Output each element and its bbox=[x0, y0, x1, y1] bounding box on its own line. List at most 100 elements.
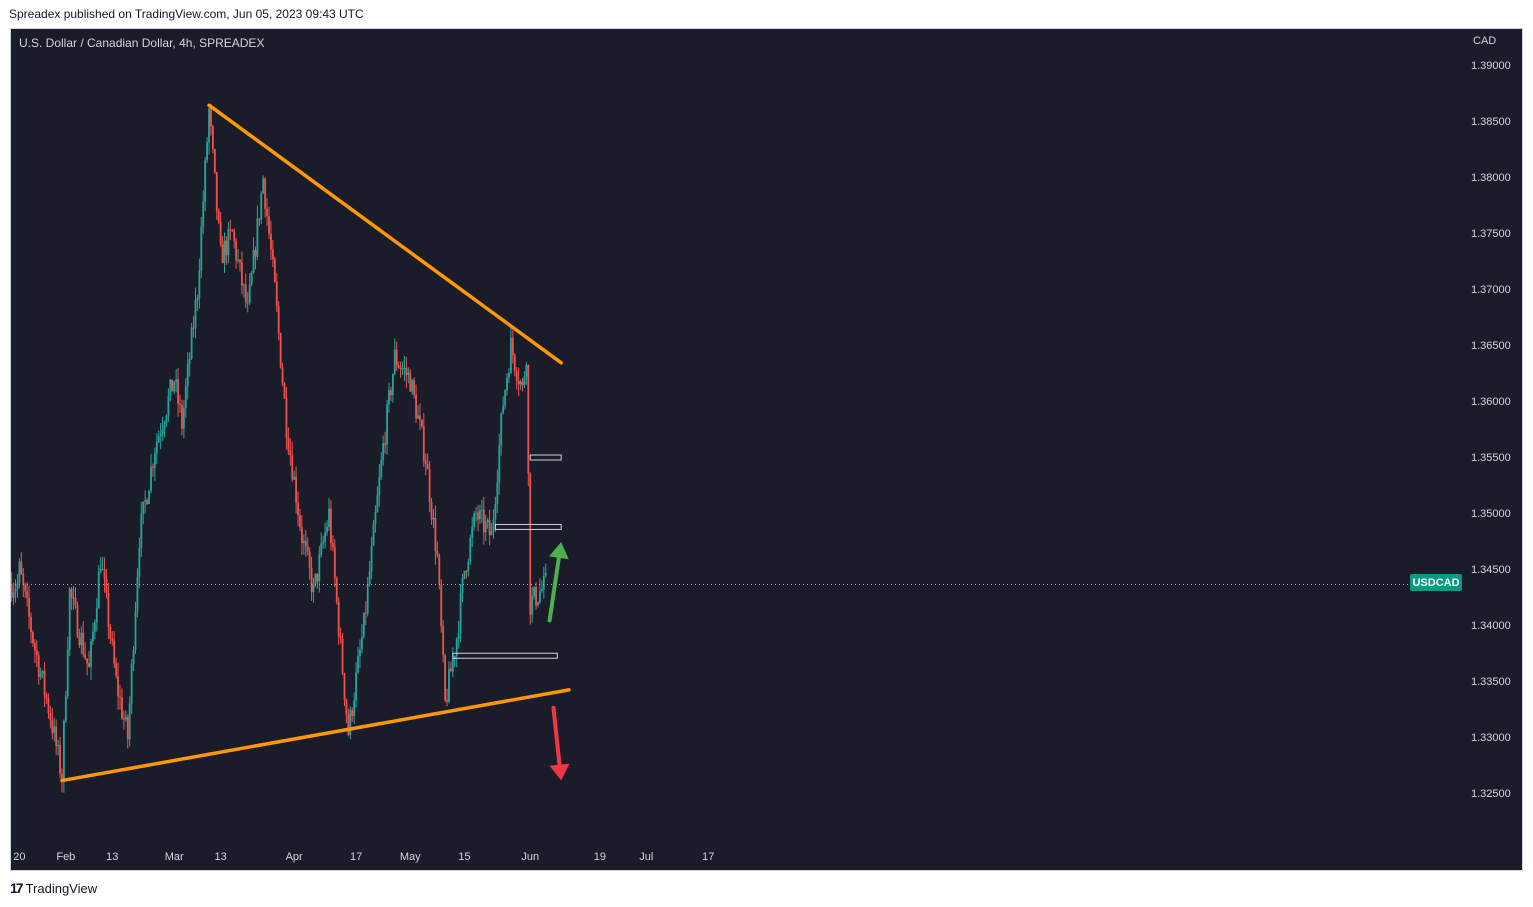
candle-body bbox=[144, 500, 147, 502]
candle-body bbox=[165, 415, 168, 424]
candle-body bbox=[264, 178, 267, 209]
candle-body bbox=[405, 367, 408, 376]
candle-body bbox=[448, 668, 450, 702]
candle-body bbox=[523, 376, 526, 386]
price-plot[interactable] bbox=[11, 29, 1523, 871]
candle-body bbox=[297, 503, 299, 516]
candle-body bbox=[72, 597, 75, 599]
candle-body bbox=[175, 379, 178, 382]
x-tick-label: Feb bbox=[56, 851, 76, 863]
candle-body bbox=[84, 654, 87, 659]
candle-body bbox=[302, 540, 305, 544]
candle-body bbox=[318, 554, 321, 581]
candle-body bbox=[126, 716, 129, 740]
candle-body bbox=[376, 495, 379, 513]
last-price-badge: USDCAD bbox=[1410, 574, 1462, 591]
candle-body bbox=[316, 573, 319, 581]
candle-body bbox=[330, 508, 332, 543]
candle-body bbox=[161, 429, 164, 434]
candle-body bbox=[492, 519, 495, 532]
candle-body bbox=[70, 588, 73, 598]
candle-body bbox=[101, 569, 104, 571]
candle-body bbox=[99, 569, 102, 572]
y-tick-label: 1.36000 bbox=[1471, 396, 1511, 408]
candle-body bbox=[88, 663, 90, 668]
candle-body bbox=[184, 386, 187, 408]
candle-body bbox=[382, 443, 385, 460]
candle-body bbox=[349, 709, 352, 735]
candle-body bbox=[440, 584, 443, 627]
y-tick-label: 1.34500 bbox=[1471, 564, 1511, 576]
candle-body bbox=[80, 632, 83, 645]
candle-body bbox=[92, 631, 94, 642]
symbol-title: U.S. Dollar / Canadian Dollar, 4h, SPREA… bbox=[19, 36, 265, 50]
candle-body bbox=[47, 698, 50, 714]
candle-body bbox=[500, 413, 503, 446]
candle-body bbox=[43, 671, 46, 695]
candle-body bbox=[215, 172, 218, 211]
candle-body bbox=[320, 543, 323, 555]
candle-body bbox=[163, 423, 166, 430]
candle-body bbox=[82, 632, 85, 655]
candle-body bbox=[186, 363, 189, 387]
candle-body bbox=[502, 405, 505, 414]
y-tick-label: 1.38000 bbox=[1471, 172, 1511, 184]
candle-body bbox=[467, 561, 470, 572]
candle-body bbox=[86, 658, 89, 664]
candle-body bbox=[223, 240, 226, 263]
candle-body bbox=[328, 508, 330, 527]
candle-body bbox=[498, 445, 501, 483]
candle-body bbox=[198, 270, 201, 298]
candle-body bbox=[299, 515, 301, 528]
candle-body bbox=[181, 405, 183, 429]
candle-body bbox=[540, 588, 543, 592]
y-tick-label: 1.35500 bbox=[1471, 452, 1511, 464]
candle-body bbox=[242, 284, 245, 286]
candle-body bbox=[339, 636, 342, 639]
candle-body bbox=[169, 379, 172, 396]
candle-body bbox=[353, 700, 356, 716]
trendline-lower bbox=[60, 688, 571, 783]
candle-body bbox=[204, 160, 207, 202]
candle-body bbox=[289, 450, 292, 456]
candle-body bbox=[103, 569, 106, 580]
x-tick-label: Jul bbox=[639, 851, 654, 863]
candle-body bbox=[312, 583, 315, 593]
candle-body bbox=[93, 622, 96, 632]
candle-body bbox=[95, 608, 98, 623]
candle-body bbox=[200, 226, 203, 271]
candle-body bbox=[237, 259, 239, 261]
candle-body bbox=[511, 337, 514, 356]
candle-body bbox=[61, 773, 63, 782]
candle-body bbox=[235, 240, 238, 261]
candle-body bbox=[136, 577, 139, 612]
candle-body bbox=[142, 501, 145, 515]
candle-body bbox=[324, 532, 327, 542]
candle-body bbox=[397, 365, 400, 368]
candle-body bbox=[463, 570, 466, 578]
x-tick-label: 13 bbox=[214, 851, 227, 863]
x-tick-label: 13 bbox=[106, 851, 119, 863]
candle-body bbox=[529, 473, 532, 615]
candle-body bbox=[482, 509, 485, 533]
candle-body bbox=[117, 675, 119, 697]
candle-body bbox=[310, 568, 313, 593]
candle-body bbox=[248, 284, 251, 303]
publisher-header: Spreadex published on TradingView.com, J… bbox=[9, 7, 364, 21]
candle-body bbox=[473, 513, 476, 527]
candle-body bbox=[206, 142, 208, 161]
y-tick-label: 1.34000 bbox=[1471, 620, 1511, 632]
candle-body bbox=[268, 216, 270, 234]
candle-body bbox=[30, 616, 32, 633]
candle-body bbox=[287, 437, 290, 451]
candle-body bbox=[57, 744, 59, 746]
candle-body bbox=[254, 249, 257, 257]
candle-body bbox=[194, 300, 197, 328]
candle-body bbox=[446, 700, 448, 702]
candle-body bbox=[210, 108, 212, 127]
candle-body bbox=[53, 726, 56, 734]
tradingview-logo-icon: 17 bbox=[10, 880, 24, 896]
candle-body bbox=[364, 612, 367, 614]
x-tick-label: Apr bbox=[285, 851, 303, 863]
chart-panel[interactable]: U.S. Dollar / Canadian Dollar, 4h, SPREA… bbox=[10, 28, 1523, 871]
